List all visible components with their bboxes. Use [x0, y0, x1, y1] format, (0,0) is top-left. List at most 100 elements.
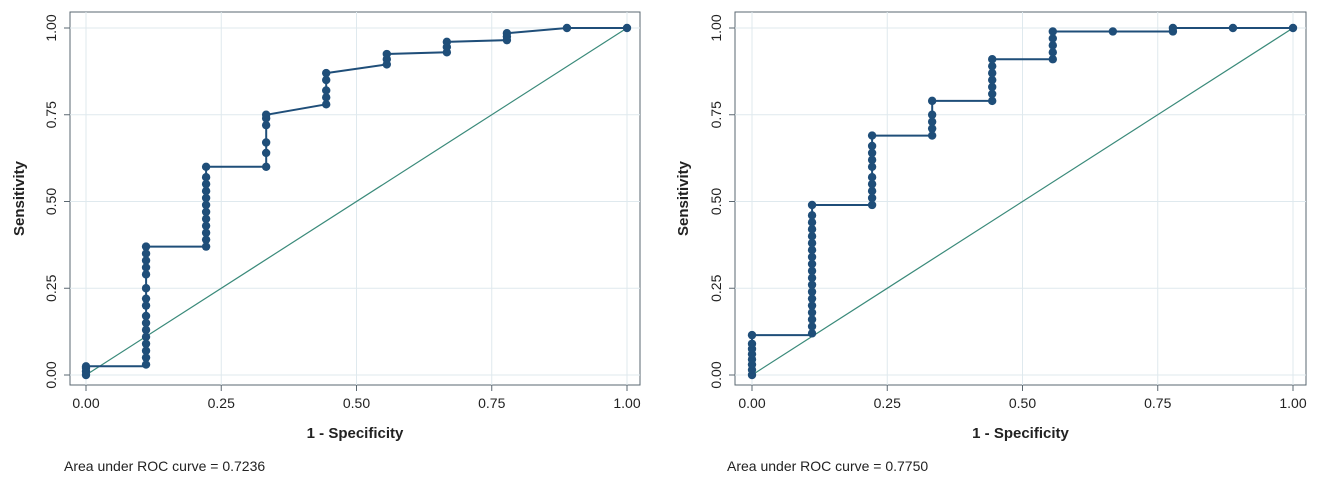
- y-tick-label: 0.50: [708, 188, 724, 215]
- roc-point: [141, 301, 151, 310]
- roc-plot-right: 0.00 0.25 0.50 0.75 1.00 0.00 0.25 0.50 0.75 1.00…: [675, 11, 1307, 442]
- roc-point: [141, 339, 151, 348]
- reference-line: [85, 27, 628, 376]
- roc-point: [141, 270, 151, 279]
- roc-point: [141, 263, 151, 272]
- roc-point: [261, 148, 271, 158]
- roc-point: [201, 193, 211, 203]
- x-tick-label: 1.00: [613, 395, 640, 411]
- roc-point: [807, 273, 817, 283]
- x-tick-label: 0.50: [1009, 395, 1036, 411]
- roc-point: [988, 89, 997, 99]
- plot-frame: [734, 11, 1307, 386]
- roc-point: [141, 325, 151, 335]
- roc-point: [927, 117, 937, 126]
- auc-annotation: Area under ROC curve = 0.7750: [727, 458, 929, 474]
- roc-point: [867, 148, 877, 158]
- roc-point: [867, 200, 877, 210]
- roc-point: [1288, 23, 1298, 33]
- y-tick-label: 1.00: [708, 14, 724, 41]
- roc-point: [201, 242, 211, 251]
- roc-point: [988, 96, 997, 106]
- roc-point: [322, 68, 331, 78]
- roc-point: [807, 245, 817, 255]
- roc-point: [988, 55, 997, 64]
- roc-point: [867, 155, 877, 165]
- x-tick-label: 0.25: [208, 395, 235, 411]
- roc-point: [867, 131, 877, 140]
- roc-point: [807, 301, 817, 310]
- roc-point: [988, 61, 997, 71]
- roc-point: [562, 23, 572, 33]
- x-tick-label: 0.00: [738, 395, 765, 411]
- roc-point: [747, 339, 757, 348]
- roc-point: [1048, 55, 1057, 64]
- roc-point: [988, 68, 997, 78]
- roc-point: [141, 311, 151, 321]
- roc-chart-left: 0.00 0.25 0.50 0.75 1.00 0.00 0.25 0.50 0.75 1.00…: [0, 0, 655, 480]
- roc-point: [867, 162, 877, 171]
- roc-point: [261, 120, 271, 130]
- roc-point: [807, 322, 817, 331]
- roc-point: [322, 100, 331, 109]
- roc-point: [807, 200, 817, 210]
- roc-point: [1228, 23, 1238, 33]
- roc-point: [261, 162, 271, 171]
- roc-point: [807, 218, 817, 227]
- y-tick-label: 0.25: [708, 274, 724, 301]
- roc-point: [141, 294, 151, 303]
- roc-point: [807, 211, 817, 220]
- roc-point: [867, 141, 877, 151]
- reference-line: [751, 27, 1294, 376]
- roc-point: [807, 225, 817, 234]
- roc-point: [747, 330, 757, 340]
- auc-annotation: Area under ROC curve = 0.7236: [64, 458, 266, 474]
- roc-point: [322, 93, 331, 102]
- roc-point: [141, 360, 151, 369]
- y-tick-label: 0.50: [43, 188, 59, 215]
- roc-point: [807, 259, 817, 269]
- roc-point: [622, 23, 632, 33]
- roc-point: [322, 86, 331, 95]
- plot-frame: [69, 11, 641, 386]
- roc-point: [141, 284, 151, 293]
- x-axis-title: 1 - Specificity: [972, 425, 1069, 442]
- y-tick-label: 1.00: [43, 14, 59, 41]
- x-tick-label: 1.00: [1279, 395, 1306, 411]
- y-axis-title: Sensitivity: [11, 160, 28, 236]
- roc-point: [807, 329, 817, 338]
- x-tick-label: 0.50: [343, 395, 370, 411]
- roc-point: [141, 353, 151, 362]
- roc-point: [201, 214, 211, 224]
- y-tick-label: 0.00: [43, 361, 59, 388]
- roc-point: [867, 173, 877, 182]
- roc-point: [201, 207, 211, 217]
- roc-point: [201, 221, 211, 230]
- y-axis-title: Sensitivity: [675, 160, 692, 236]
- roc-point: [927, 96, 937, 106]
- roc-point: [141, 256, 151, 265]
- roc-point: [807, 294, 817, 303]
- roc-point: [141, 332, 151, 342]
- roc-point: [201, 179, 211, 189]
- roc-point: [201, 228, 211, 237]
- roc-point: [502, 29, 512, 38]
- roc-point: [807, 315, 817, 324]
- roc-point: [1048, 27, 1057, 36]
- roc-point: [807, 280, 817, 289]
- y-tick-label: 0.75: [708, 101, 724, 128]
- roc-point: [141, 346, 151, 355]
- roc-plot-left: 0.00 0.25 0.50 0.75 1.00 0.00 0.25 0.50 0.75 1.00…: [11, 11, 641, 442]
- roc-point: [201, 162, 211, 171]
- roc-point: [201, 173, 211, 182]
- y-tick-label: 0.00: [708, 361, 724, 388]
- x-tick-label: 0.00: [72, 395, 99, 411]
- y-tick-label: 0.25: [43, 274, 59, 301]
- roc-point: [807, 238, 817, 248]
- roc-point: [201, 186, 211, 196]
- roc-point: [1048, 34, 1057, 43]
- roc-point: [988, 75, 997, 85]
- roc-point: [867, 179, 877, 189]
- roc-point: [261, 138, 271, 147]
- roc-point: [141, 242, 151, 251]
